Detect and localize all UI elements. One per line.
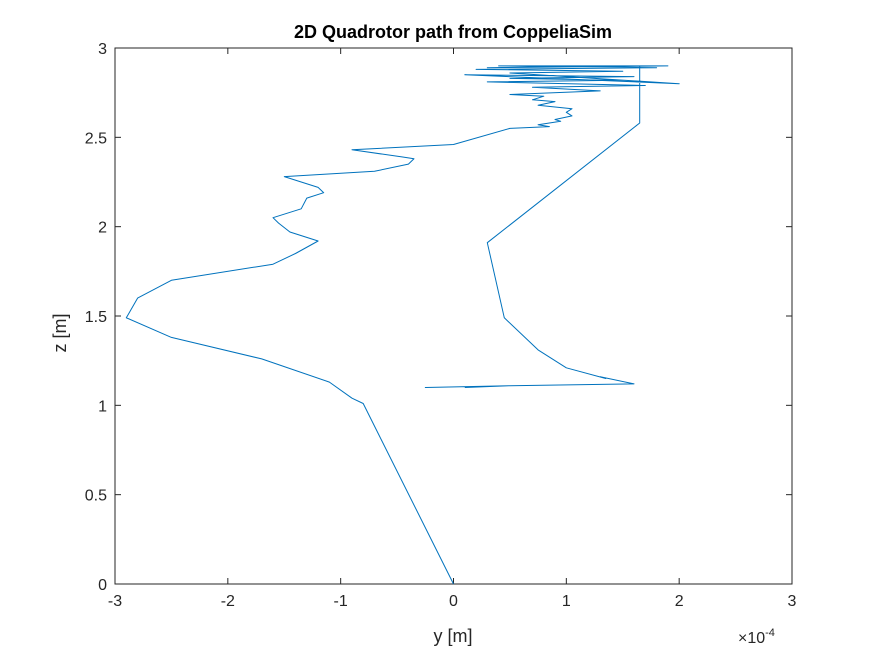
plot-area bbox=[114, 47, 793, 585]
y-tick-label: 3 bbox=[98, 41, 107, 58]
y-tick-label: 2.5 bbox=[85, 130, 107, 147]
y-tick-label: 1.5 bbox=[85, 309, 107, 326]
tick-labels: -3 -2 -1 0 1 2 3 0 0.5 1 1.5 2 2.5 3 bbox=[85, 41, 797, 610]
x-axis-multiplier-base: ×10 bbox=[738, 630, 765, 647]
x-axis-label: y [m] bbox=[434, 626, 473, 646]
x-tick-label: -2 bbox=[221, 593, 235, 610]
x-tick-label: 2 bbox=[675, 593, 684, 610]
y-tick-label: 2 bbox=[98, 220, 107, 237]
x-tick-label: -1 bbox=[334, 593, 348, 610]
x-tick-label: 3 bbox=[788, 593, 797, 610]
series-line-0 bbox=[125, 65, 680, 585]
axes-box bbox=[114, 47, 793, 585]
y-axis-label: z [m] bbox=[50, 314, 70, 353]
chart-title: 2D Quadrotor path from CoppeliaSim bbox=[294, 22, 612, 42]
y-tick-label: 0.5 bbox=[85, 488, 107, 505]
series-layer bbox=[125, 65, 680, 585]
x-tick-label: -3 bbox=[108, 593, 122, 610]
x-tick-label: 1 bbox=[562, 593, 571, 610]
ticks bbox=[114, 47, 793, 585]
x-tick-label: 0 bbox=[449, 593, 458, 610]
x-axis-multiplier-exponent: -4 bbox=[765, 627, 775, 639]
x-axis-multiplier: ×10-4 bbox=[738, 627, 775, 647]
y-tick-label: 1 bbox=[98, 398, 107, 415]
y-tick-label: 0 bbox=[98, 577, 107, 594]
